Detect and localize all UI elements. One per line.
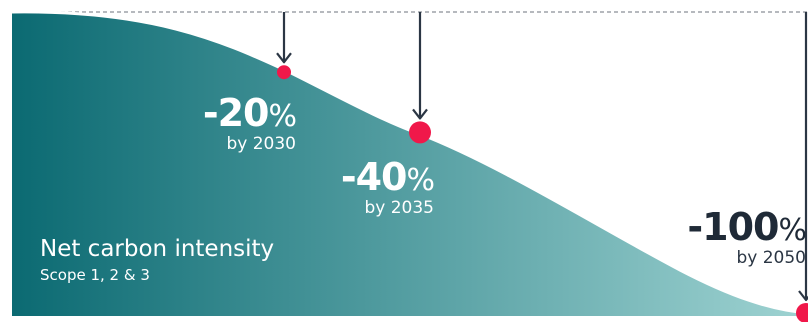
pct-2030: -20%: [202, 91, 297, 135]
year-2050: by 2050: [736, 248, 806, 268]
marker-2035: [409, 121, 431, 144]
chart-title: Net carbon intensity: [40, 236, 275, 262]
marker-2030: [277, 65, 291, 80]
chart-subtitle: Scope 1, 2 & 3: [40, 266, 150, 284]
marker-2050: [796, 303, 808, 322]
label-2050: -100% by 2050: [687, 205, 807, 268]
pct-2050: -100%: [687, 205, 807, 249]
intensity-area: [12, 11, 808, 317]
pct-2035: -40%: [340, 155, 435, 199]
arrowhead-2030: [276, 52, 292, 64]
label-2035: -40% by 2035: [340, 155, 435, 218]
label-2030: -20% by 2030: [202, 91, 297, 154]
year-2035: by 2035: [364, 198, 434, 218]
year-2030: by 2030: [226, 134, 296, 154]
arrowhead-2050: [798, 290, 808, 302]
chart-caption: Net carbon intensity Scope 1, 2 & 3: [40, 236, 274, 284]
arrowhead-2035: [412, 108, 428, 120]
